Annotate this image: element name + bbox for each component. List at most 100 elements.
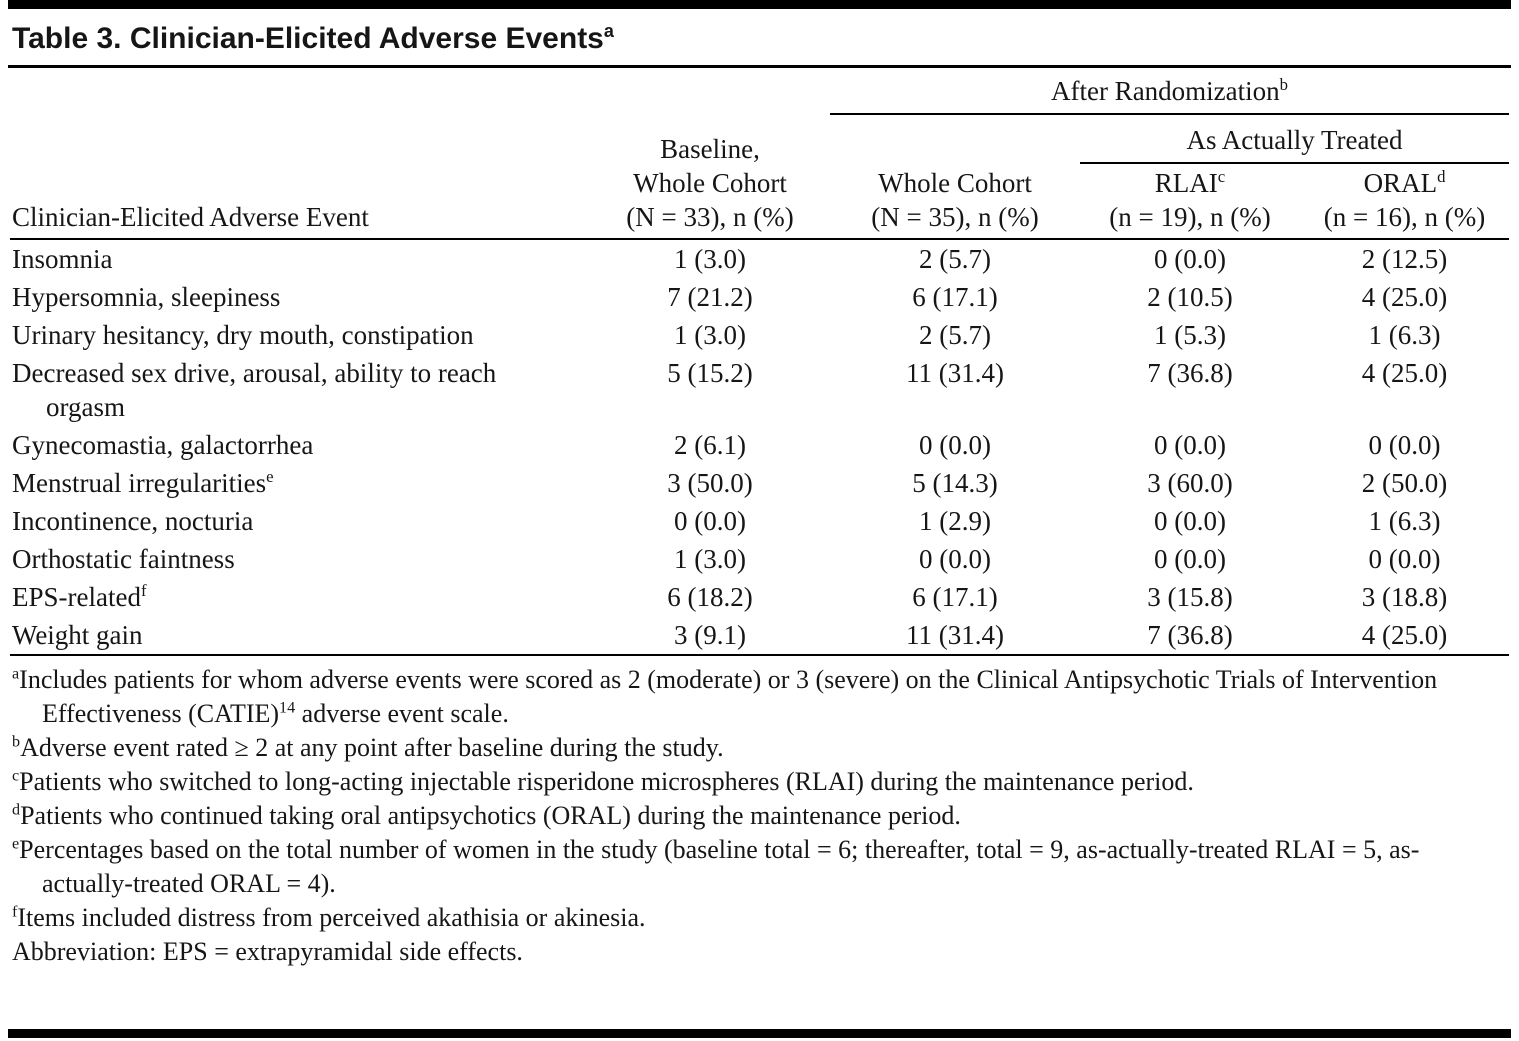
footnote-marker: d — [1437, 167, 1446, 186]
header-line: ORALd — [1304, 166, 1505, 200]
event-cell: Menstrual irregularitiese — [12, 467, 274, 498]
adverse-events-table: Clinician-Elicited Adverse Event Baselin… — [10, 72, 1509, 656]
value-cell: 2 (10.5) — [1147, 282, 1233, 312]
value-cell: 2 (5.7) — [919, 320, 991, 350]
header-as-actually-treated: As Actually Treated — [1080, 114, 1509, 164]
value-cell: 7 (36.8) — [1147, 620, 1233, 650]
footnote-marker: c — [12, 767, 20, 785]
table-row: Menstrual irregularitiese 3 (50.0) 5 (14.3… — [10, 464, 1509, 502]
value-cell: 1 (6.3) — [1368, 320, 1441, 350]
header-line: (n = 19), n (%) — [1109, 202, 1271, 232]
value-cell: 3 (50.0) — [667, 468, 753, 498]
footnote-marker: 14 — [279, 699, 296, 717]
table-row: Insomnia 1 (3.0) 2 (5.7) 0 (0.0) 2 (12.5) — [10, 239, 1509, 278]
header-baseline-column: Baseline, Whole Cohort (N = 33), n (%) — [590, 72, 830, 239]
table-row: Urinary hesitancy, dry mouth, constipati… — [10, 316, 1509, 354]
value-cell: 0 (0.0) — [1368, 544, 1441, 574]
footnote: ePercentages based on the total number o… — [12, 835, 1420, 898]
event-cell: Gynecomastia, galactorrhea — [12, 430, 314, 460]
table-row: Weight gain 3 (9.1) 11 (31.4) 7 (36.8) 4 (25… — [10, 616, 1509, 655]
value-cell: 0 (0.0) — [919, 430, 991, 460]
table-row: Hypersomnia, sleepiness 7 (21.2) 6 (17.1) 2… — [10, 278, 1509, 316]
value-cell: 0 (0.0) — [674, 506, 746, 536]
footnote-marker: c — [1217, 167, 1226, 186]
value-cell: 11 (31.4) — [906, 358, 1004, 388]
header-rlai-column: RLAIc (n = 19), n (%) — [1080, 163, 1300, 239]
header-row-1: Clinician-Elicited Adverse Event Baselin… — [10, 72, 1509, 232]
title-rule — [8, 65, 1511, 68]
bottom-rule — [8, 1029, 1511, 1038]
header-row-2: Whole Cohort (N = 35), n (%) As Actually… — [10, 114, 1509, 232]
value-cell: 1 (6.3) — [1368, 506, 1441, 536]
footnote: cPatients who switched to long-acting in… — [12, 767, 1194, 796]
footnote-marker: b — [12, 733, 21, 751]
event-cell: Incontinence, nocturia — [12, 506, 254, 536]
value-cell: 4 (25.0) — [1361, 620, 1448, 650]
footnote-marker: f — [140, 581, 147, 600]
value-cell: 0 (0.0) — [1154, 506, 1226, 536]
table-header: Clinician-Elicited Adverse Event Baselin… — [10, 72, 1509, 239]
table-row: Incontinence, nocturia 0 (0.0) 1 (2.9) 0 (0… — [10, 502, 1509, 540]
value-cell: 3 (15.8) — [1147, 582, 1233, 612]
header-rlai-label: RLAI — [1154, 168, 1218, 198]
event-cell: Orthostatic faintness — [12, 544, 235, 574]
event-cell: Urinary hesitancy, dry mouth, constipati… — [12, 320, 474, 350]
value-cell: 0 (0.0) — [1368, 430, 1441, 460]
header-whole-cohort-column: Whole Cohort (N = 35), n (%) — [830, 114, 1080, 239]
value-cell: 2 (12.5) — [1361, 244, 1448, 274]
footnote: dPatients who continued taking oral anti… — [12, 801, 961, 830]
event-cell: EPS-relatedf — [12, 581, 147, 612]
table-body: Insomnia 1 (3.0) 2 (5.7) 0 (0.0) 2 (12.5) Hyp… — [10, 239, 1509, 655]
value-cell: 7 (21.2) — [667, 282, 753, 312]
footnote: fItems included distress from perceived … — [12, 903, 646, 932]
header-event-column: Clinician-Elicited Adverse Event — [12, 202, 369, 232]
event-cell: Insomnia — [12, 244, 113, 274]
header-line: Whole Cohort — [633, 168, 787, 198]
value-cell: 0 (0.0) — [1154, 544, 1226, 574]
value-cell: 3 (60.0) — [1147, 468, 1233, 498]
title-footnote-marker: a — [603, 21, 614, 41]
value-cell: 0 (0.0) — [919, 544, 991, 574]
header-line: Baseline, — [660, 134, 760, 164]
footnote-marker: a — [12, 665, 20, 683]
value-cell: 5 (15.2) — [667, 358, 753, 388]
value-cell: 0 (0.0) — [1154, 430, 1226, 460]
value-cell: 5 (14.3) — [912, 468, 998, 498]
footnote-marker: e — [12, 835, 20, 853]
value-cell: 6 (18.2) — [667, 582, 753, 612]
footnote: Abbreviation: EPS = extrapyramidal side … — [12, 937, 523, 966]
footnote-marker: e — [266, 467, 274, 486]
value-cell: 1 (2.9) — [919, 506, 991, 536]
header-row-3: RLAIc (n = 19), n (%) ORALd (n = 16), n … — [10, 163, 1509, 239]
footnote-marker: b — [1279, 75, 1289, 94]
header-line: (N = 33), n (%) — [626, 202, 794, 232]
value-cell: 1 (3.0) — [674, 244, 746, 274]
value-cell: 2 (5.7) — [919, 244, 991, 274]
value-cell: 7 (36.8) — [1147, 358, 1233, 388]
header-line: (n = 16), n (%) — [1323, 202, 1486, 232]
value-cell: 1 (5.3) — [1154, 320, 1226, 350]
event-cell: Hypersomnia, sleepiness — [12, 282, 281, 312]
footnote-marker: d — [12, 801, 21, 819]
value-cell: 3 (18.8) — [1361, 582, 1448, 612]
table-row: Orthostatic faintness 1 (3.0) 0 (0.0) 0 (0.… — [10, 540, 1509, 578]
table-title-text: Table 3. Clinician-Elicited Adverse Even… — [12, 22, 604, 55]
table-title: Table 3. Clinician-Elicited Adverse Even… — [10, 9, 1509, 65]
footnote: aIncludes patients for whom adverse even… — [12, 665, 1438, 728]
value-cell: 1 (3.0) — [674, 320, 746, 350]
header-line: RLAIc — [1084, 166, 1296, 200]
header-line: (N = 35), n (%) — [871, 202, 1039, 232]
value-cell: 6 (17.1) — [912, 582, 998, 612]
header-oral-label: ORAL — [1363, 168, 1438, 198]
value-cell: 4 (25.0) — [1361, 282, 1448, 312]
table-row: EPS-relatedf 6 (18.2) 6 (17.1) 3 (15.8) 3 (1… — [10, 578, 1509, 616]
footnotes: aIncludes patients for whom adverse even… — [10, 656, 1442, 969]
value-cell: 1 (3.0) — [674, 544, 746, 574]
value-cell: 2 (6.1) — [674, 430, 746, 460]
table-row: Decreased sex drive, arousal, ability to… — [10, 354, 1509, 426]
header-oral-column: ORALd (n = 16), n (%) — [1300, 163, 1509, 239]
event-cell: Decreased sex drive, arousal, ability to… — [12, 358, 497, 422]
header-line: Whole Cohort — [878, 168, 1032, 198]
value-cell: 2 (50.0) — [1361, 468, 1448, 498]
